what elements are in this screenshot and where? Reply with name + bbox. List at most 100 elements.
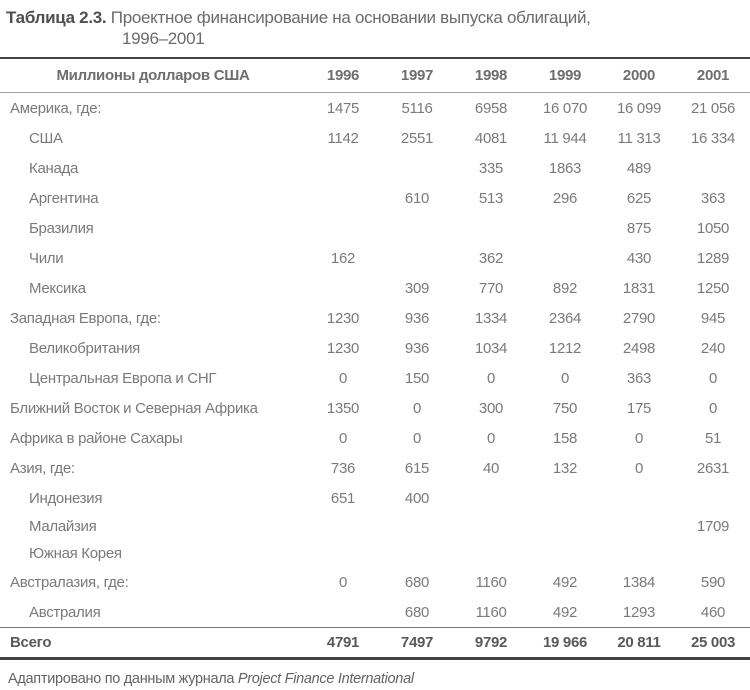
value-cell: 1384	[622, 573, 656, 591]
row-label: Западная Европа, где:	[10, 309, 161, 327]
total-value-1998: 9792	[474, 634, 508, 651]
value-cell: 0	[338, 573, 348, 591]
table-row: Индонезия 651 400	[0, 483, 750, 513]
value-cell: 300	[478, 399, 504, 417]
row-label: Канада	[29, 159, 79, 177]
value-cell: 1475	[326, 99, 360, 117]
value-cell: 0	[560, 369, 570, 387]
financing-table: Миллионы долларов США 1996 1997 1998 199…	[0, 57, 750, 660]
value-cell: 1250	[696, 279, 730, 297]
value-cell: 1160	[475, 573, 507, 591]
row-label: Австралия	[29, 603, 101, 621]
table-row: Аргентина 610 513 296 625 363	[0, 183, 750, 213]
table-title-text: Проектное финансирование на основании вы…	[110, 8, 591, 27]
value-cell: 0	[634, 429, 644, 447]
value-cell: 945	[700, 309, 726, 327]
value-cell: 2631	[696, 459, 730, 477]
value-cell: 4081	[474, 129, 508, 147]
row-label: Аргентина	[29, 189, 99, 207]
total-label: Всего	[10, 634, 52, 651]
value-cell: 1289	[696, 249, 730, 267]
row-label: Мексика	[29, 279, 86, 297]
value-cell: 0	[338, 429, 348, 447]
table-row: Малайзия 1709	[0, 513, 750, 540]
value-cell: 0	[412, 429, 422, 447]
table-row: Австралия 680 1160 492 1293 460	[0, 597, 750, 627]
value-cell: 2551	[400, 129, 434, 147]
value-cell: 430	[626, 249, 652, 267]
value-cell: 175	[626, 399, 652, 417]
value-cell: 680	[404, 603, 430, 621]
value-cell: 590	[700, 573, 726, 591]
table-row: США 1142 2551 4081 11 944 11 313 16 334	[0, 123, 750, 153]
value-cell: 0	[708, 399, 718, 417]
value-cell: 150	[404, 369, 430, 387]
value-cell: 5116	[401, 99, 433, 117]
row-label: Австралазия, где:	[10, 573, 129, 591]
table-row: Азия, где: 736 615 40 132 0 2631	[0, 453, 750, 483]
value-cell: 2498	[622, 339, 656, 357]
table-row: Великобритания 1230 936 1034 1212 2498 240	[0, 333, 750, 363]
row-label: Азия, где:	[10, 459, 75, 477]
value-cell: 400	[404, 489, 430, 507]
value-cell: 1831	[622, 279, 656, 297]
year-header-2000: 2000	[622, 67, 656, 84]
year-header-1997: 1997	[400, 67, 434, 84]
row-label: США	[29, 129, 63, 147]
value-cell: 625	[626, 189, 652, 207]
value-cell: 492	[552, 603, 578, 621]
year-header-1999: 1999	[548, 67, 582, 84]
table-row: Ближний Восток и Северная Африка 1350 0 300…	[0, 393, 750, 423]
value-cell: 309	[404, 279, 430, 297]
source-note-text: Адаптировано по данным журнала	[8, 671, 238, 687]
value-cell: 1293	[622, 603, 656, 621]
value-cell: 0	[486, 369, 496, 387]
value-cell: 610	[404, 189, 430, 207]
value-cell: 2364	[548, 309, 582, 327]
value-cell: 1350	[326, 399, 360, 417]
value-cell: 615	[404, 459, 430, 477]
value-cell: 489	[626, 159, 652, 177]
row-label: Чили	[29, 249, 64, 267]
table-body: Америка, где: 1475 5116 6958 16 070 16 099 21 …	[0, 93, 750, 627]
value-cell: 875	[626, 219, 652, 237]
value-cell: 492	[552, 573, 578, 591]
row-label: Малайзия	[29, 518, 97, 535]
value-cell: 0	[338, 369, 348, 387]
total-value-1999: 19 966	[542, 634, 588, 651]
value-cell: 513	[478, 189, 504, 207]
table-row: Западная Европа, где: 1230 936 1334 2364 2790…	[0, 303, 750, 333]
total-value-2001: 25 003	[690, 634, 736, 651]
row-label: Великобритания	[29, 339, 140, 357]
value-cell: 1230	[326, 339, 360, 357]
value-cell: 363	[626, 369, 652, 387]
value-cell: 736	[330, 459, 356, 477]
row-label: Центральная Европа и СНГ	[29, 369, 217, 387]
row-label: Америка, где:	[10, 99, 102, 117]
value-cell: 0	[634, 459, 644, 477]
value-cell: 651	[330, 489, 356, 507]
table-row: Америка, где: 1475 5116 6958 16 070 16 099 21 …	[0, 93, 750, 123]
value-cell: 240	[700, 339, 726, 357]
total-value-1996: 4791	[326, 634, 360, 651]
table-row: Африка в районе Сахары 0 0 0 158 0 51	[0, 423, 750, 453]
total-value-1997: 7497	[400, 634, 434, 651]
table-title-line1: Таблица 2.3. Проектное финансирование на…	[6, 7, 742, 28]
value-cell: 6958	[474, 99, 508, 117]
table-row: Центральная Европа и СНГ 0 150 0 0 363 0	[0, 363, 750, 393]
table-row: Мексика 309 770 892 1831 1250	[0, 273, 750, 303]
value-cell: 11 944	[543, 129, 587, 147]
value-cell: 1709	[696, 518, 730, 535]
value-cell: 16 334	[690, 129, 736, 147]
value-cell: 770	[478, 279, 504, 297]
value-cell: 0	[708, 369, 718, 387]
source-journal-name: Project Finance International	[237, 671, 414, 687]
value-cell: 335	[478, 159, 504, 177]
value-cell: 132	[552, 459, 578, 477]
value-cell: 1863	[548, 159, 582, 177]
value-cell: 363	[700, 189, 726, 207]
year-header-1996: 1996	[326, 67, 360, 84]
value-cell: 40	[482, 459, 500, 477]
value-cell: 162	[330, 249, 356, 267]
